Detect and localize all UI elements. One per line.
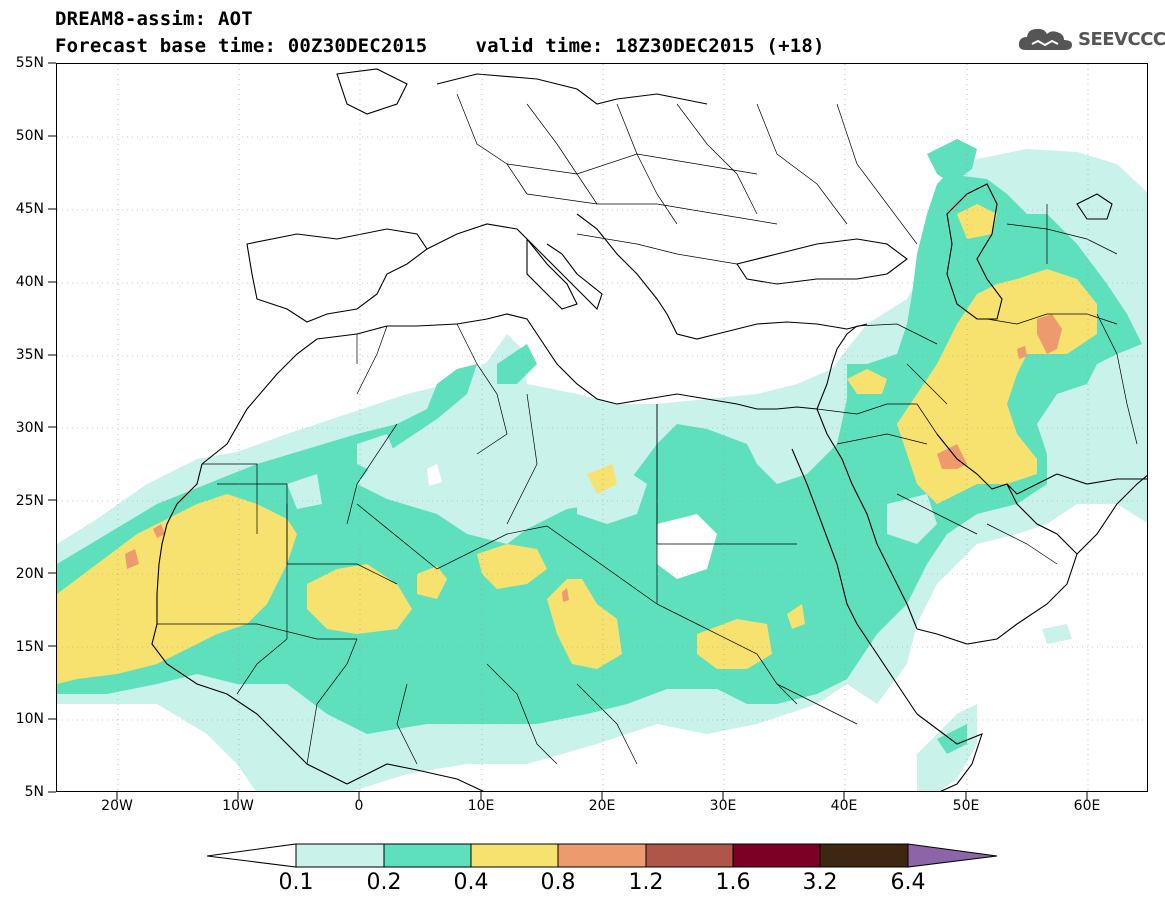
lat-label: 30N: [15, 420, 44, 436]
valid-time-label: valid time: 18Z30DEC2015 (+18): [475, 35, 825, 57]
lat-label: 10N: [15, 711, 44, 727]
colorbar-label: 0.2: [366, 870, 402, 895]
lon-label: 20W: [101, 798, 133, 814]
borders: [157, 93, 1138, 765]
colorbar-label: 6.4: [890, 870, 926, 895]
colorbar: [206, 843, 998, 868]
lon-label: 60E: [1073, 798, 1101, 814]
aot-band-0.4: [57, 204, 1097, 684]
colorbar-label: 1.2: [628, 870, 664, 895]
map-subtitle: Forecast base time: 00Z30DEC2015 valid ti…: [55, 35, 825, 57]
map-title: DREAM8-assim: AOT: [55, 8, 253, 30]
colorbar-cell: [557, 843, 647, 868]
lat-label: 5N: [24, 784, 44, 800]
colorbar-under-triangle: [206, 843, 297, 868]
colorbar-cell: [819, 843, 909, 868]
aot-clear-patches: [57, 464, 717, 791]
colorbar-label: 3.2: [802, 870, 838, 895]
cloud-icon: [1018, 28, 1072, 50]
colorbar-label: 0.4: [453, 870, 489, 895]
lat-label: 15N: [15, 639, 44, 655]
map-panel: [56, 63, 1148, 792]
lon-label: 0: [354, 798, 364, 814]
colorbar-cell: [645, 843, 734, 868]
lon-label: 50E: [952, 798, 980, 814]
lat-label: 55N: [15, 55, 44, 71]
seevccc-logo: SEEVCCC: [1018, 24, 1165, 54]
lon-label: 10E: [467, 798, 495, 814]
lat-label: 25N: [15, 493, 44, 509]
lat-label: 20N: [15, 566, 44, 582]
lat-label: 40N: [15, 274, 44, 290]
lat-label: 50N: [15, 128, 44, 144]
colorbar-cell: [383, 843, 472, 868]
lon-label: 10W: [222, 798, 254, 814]
colorbar-label: 0.1: [278, 870, 314, 895]
lat-label: 35N: [15, 347, 44, 363]
aot-map: [57, 64, 1147, 791]
colorbar-cell: [732, 843, 821, 868]
graticule: [57, 64, 1147, 791]
lon-label: 40E: [830, 798, 858, 814]
colorbar-label: 1.6: [715, 870, 751, 895]
coastlines: [151, 68, 1147, 791]
colorbar-over-triangle: [907, 843, 998, 868]
lat-label: 45N: [15, 201, 44, 217]
aot-band-0.8: [125, 314, 1062, 602]
logo-text: SEEVCCC: [1078, 28, 1165, 50]
lon-label: 30E: [709, 798, 737, 814]
base-time-label: Forecast base time: 00Z30DEC2015: [55, 35, 428, 57]
colorbar-label: 0.8: [540, 870, 576, 895]
colorbar-cell: [295, 843, 385, 868]
lon-label: 20E: [588, 798, 616, 814]
colorbar-cell: [470, 843, 559, 868]
axis-ticks: [48, 62, 1088, 800]
